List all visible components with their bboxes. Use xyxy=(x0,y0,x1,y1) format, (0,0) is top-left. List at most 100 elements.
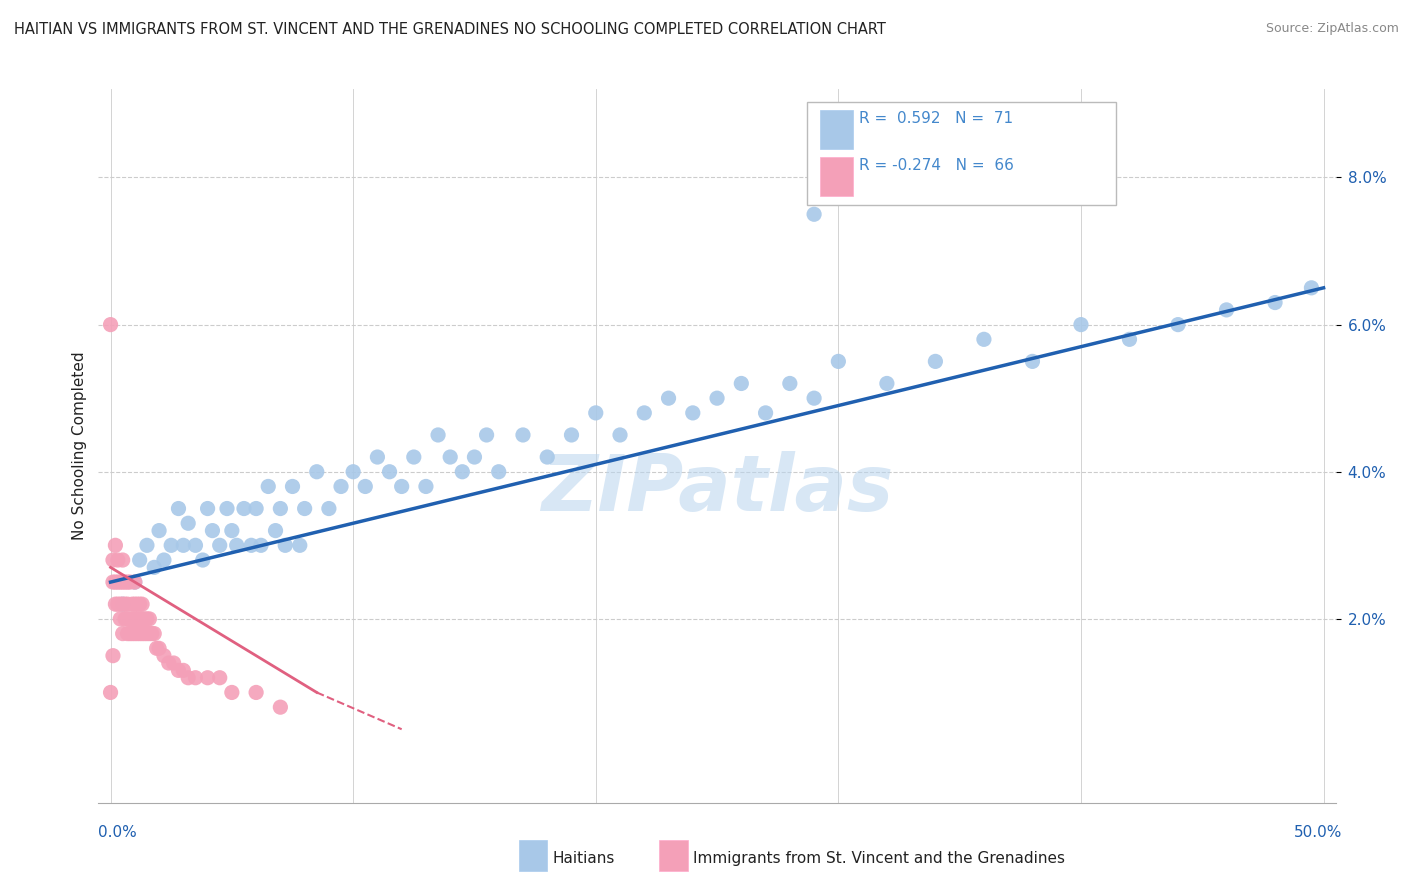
Text: R =  0.592   N =  71: R = 0.592 N = 71 xyxy=(859,112,1014,127)
Point xyxy=(274,538,297,552)
Point xyxy=(191,553,214,567)
Point xyxy=(1301,281,1323,295)
Point xyxy=(294,501,316,516)
Point xyxy=(208,538,231,552)
Point xyxy=(463,450,485,464)
Point xyxy=(177,516,200,531)
Point xyxy=(657,391,679,405)
Point xyxy=(160,538,183,552)
Point xyxy=(114,575,136,590)
Point xyxy=(730,376,752,391)
Point xyxy=(127,626,149,640)
Point xyxy=(107,597,129,611)
Point xyxy=(451,465,474,479)
Point xyxy=(124,575,146,590)
Point xyxy=(245,685,267,699)
Point xyxy=(117,575,139,590)
Point xyxy=(128,553,150,567)
Point xyxy=(118,626,141,640)
Point xyxy=(101,553,124,567)
Point xyxy=(682,406,704,420)
Point xyxy=(124,612,146,626)
Point xyxy=(107,553,129,567)
Point xyxy=(101,648,124,663)
Point xyxy=(439,450,461,464)
Point xyxy=(1167,318,1189,332)
Point xyxy=(264,524,287,538)
Point xyxy=(162,656,184,670)
Text: HAITIAN VS IMMIGRANTS FROM ST. VINCENT AND THE GRENADINES NO SCHOOLING COMPLETED: HAITIAN VS IMMIGRANTS FROM ST. VINCENT A… xyxy=(14,22,886,37)
Point xyxy=(1021,354,1043,368)
Point xyxy=(973,332,995,346)
Point xyxy=(281,479,304,493)
Point xyxy=(197,501,219,516)
Point xyxy=(118,575,141,590)
Point xyxy=(215,501,238,516)
Point xyxy=(240,538,263,552)
Point xyxy=(111,553,134,567)
Text: Source: ZipAtlas.com: Source: ZipAtlas.com xyxy=(1265,22,1399,36)
Point xyxy=(111,575,134,590)
Point xyxy=(221,524,243,538)
Point xyxy=(117,612,139,626)
Point xyxy=(128,626,150,640)
Text: ZIPatlas: ZIPatlas xyxy=(541,450,893,527)
Point xyxy=(124,597,146,611)
Point xyxy=(233,501,256,516)
Point xyxy=(167,664,190,678)
Point xyxy=(876,376,898,391)
Point xyxy=(706,391,728,405)
Point xyxy=(117,626,139,640)
Point xyxy=(100,318,122,332)
Point xyxy=(114,612,136,626)
Point xyxy=(118,612,141,626)
Point xyxy=(184,538,207,552)
Point xyxy=(488,465,510,479)
Point xyxy=(288,538,311,552)
Point xyxy=(803,207,825,221)
Point xyxy=(330,479,353,493)
Point xyxy=(221,685,243,699)
Point xyxy=(633,406,655,420)
Point xyxy=(145,641,167,656)
Point xyxy=(124,575,146,590)
Point xyxy=(157,656,180,670)
Point xyxy=(827,354,849,368)
Point xyxy=(134,612,156,626)
Point xyxy=(114,597,136,611)
Point xyxy=(1070,318,1092,332)
Point xyxy=(107,575,129,590)
Point xyxy=(269,501,291,516)
Point xyxy=(131,612,153,626)
Point xyxy=(257,479,280,493)
Point xyxy=(128,612,150,626)
Point xyxy=(121,612,143,626)
Point xyxy=(342,465,364,479)
Point xyxy=(124,626,146,640)
Point xyxy=(101,575,124,590)
Point xyxy=(111,626,134,640)
Point xyxy=(250,538,273,552)
Point xyxy=(305,465,328,479)
Point xyxy=(110,597,132,611)
Point xyxy=(755,406,778,420)
Point xyxy=(177,671,200,685)
Point xyxy=(138,612,160,626)
Point xyxy=(415,479,437,493)
Point xyxy=(197,671,219,685)
Point xyxy=(104,597,127,611)
Point xyxy=(366,450,388,464)
Point xyxy=(153,648,176,663)
Point xyxy=(585,406,607,420)
Point xyxy=(560,428,582,442)
Point xyxy=(378,465,401,479)
Point xyxy=(100,685,122,699)
Point xyxy=(110,575,132,590)
Point xyxy=(245,501,267,516)
Point xyxy=(104,538,127,552)
Y-axis label: No Schooling Completed: No Schooling Completed xyxy=(72,351,87,541)
Point xyxy=(208,671,231,685)
Point xyxy=(391,479,413,493)
Point xyxy=(1118,332,1140,346)
Point xyxy=(121,626,143,640)
